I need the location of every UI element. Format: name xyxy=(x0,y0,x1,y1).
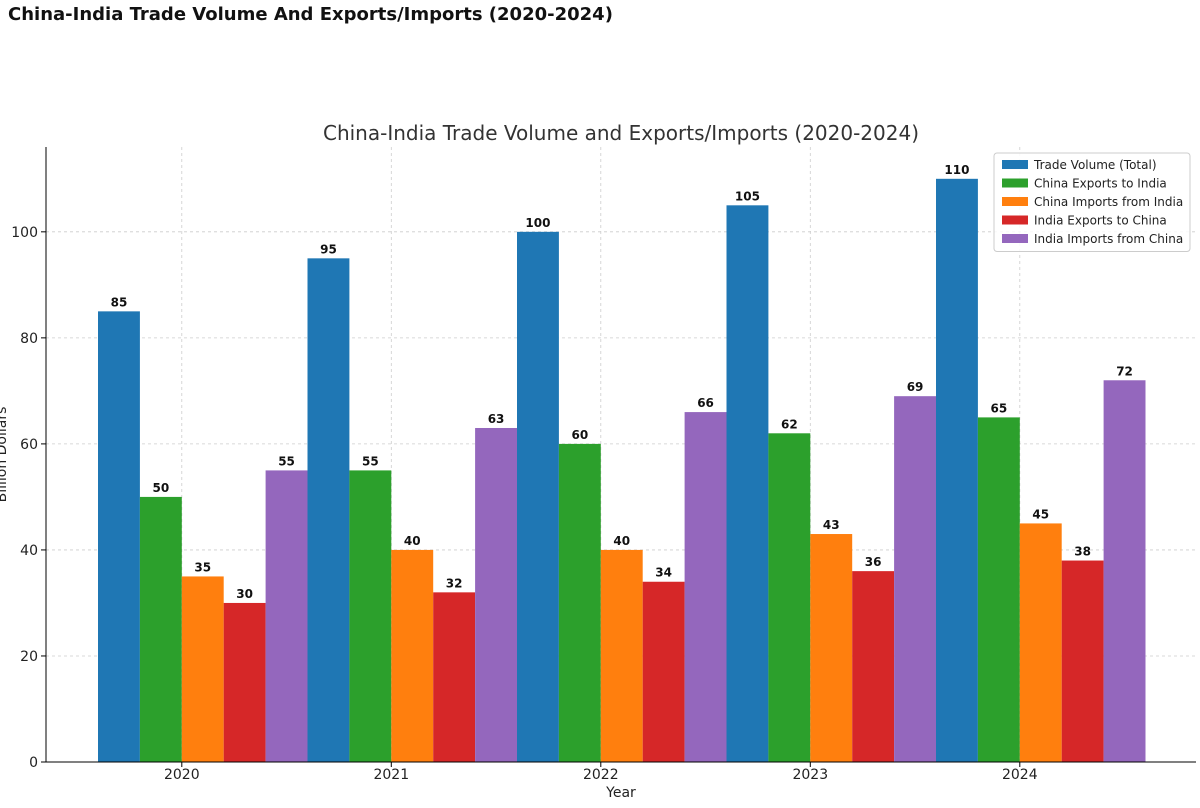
bar xyxy=(139,496,182,762)
bar xyxy=(684,412,727,762)
bar-value-label: 43 xyxy=(823,518,840,532)
bar xyxy=(475,427,517,762)
bar-value-label: 62 xyxy=(781,417,798,431)
legend-label: China Imports from India xyxy=(1034,195,1183,209)
bar xyxy=(558,443,601,762)
bar xyxy=(1103,380,1146,762)
bar xyxy=(349,470,392,762)
bar-value-label: 35 xyxy=(194,560,211,574)
x-tick-label: 2020 xyxy=(164,767,200,783)
bar xyxy=(517,231,559,763)
bar-value-label: 45 xyxy=(1032,507,1049,521)
bar-value-label: 63 xyxy=(488,412,505,426)
legend-label: India Exports to China xyxy=(1034,214,1167,228)
data-labels: 85 95 100 105 110 50 55 60 62 65 35 40 40 43 45 30 32 34 3… xyxy=(111,163,1133,601)
bar-value-label: 55 xyxy=(278,454,295,468)
bar xyxy=(726,205,769,762)
x-axis-title: Year xyxy=(605,785,636,801)
bars xyxy=(98,178,1146,763)
bar-value-label: 36 xyxy=(865,555,882,569)
bar xyxy=(181,576,224,762)
legend-label: India Imports from China xyxy=(1034,232,1183,246)
bar xyxy=(768,433,811,762)
legend-label: Trade Volume (Total) xyxy=(1033,158,1157,172)
legend-swatch xyxy=(1002,197,1028,206)
bar-value-label: 55 xyxy=(362,454,379,468)
bar-value-label: 40 xyxy=(613,534,630,548)
legend-swatch xyxy=(1002,234,1028,243)
bar-value-label: 60 xyxy=(571,428,588,442)
bar xyxy=(223,602,266,762)
axes xyxy=(45,147,1196,763)
bar-value-label: 110 xyxy=(944,163,969,177)
bar xyxy=(600,549,643,762)
legend-label: China Exports to India xyxy=(1034,177,1167,191)
bar-value-label: 95 xyxy=(320,242,337,256)
bar-value-label: 65 xyxy=(990,401,1007,415)
bar-value-label: 66 xyxy=(697,396,714,410)
bar-value-label: 38 xyxy=(1074,545,1091,559)
bar-value-label: 105 xyxy=(735,189,760,203)
y-tick-label: 100 xyxy=(11,225,38,241)
bar-value-label: 69 xyxy=(907,380,924,394)
bar xyxy=(98,311,140,762)
bar xyxy=(265,470,308,762)
bar xyxy=(1019,523,1062,762)
legend-swatch xyxy=(1002,215,1028,225)
bar xyxy=(810,534,853,762)
bar-value-label: 72 xyxy=(1116,364,1133,378)
y-tick-label: 40 xyxy=(20,543,38,559)
bar xyxy=(642,581,685,762)
legend-swatch xyxy=(1002,160,1028,169)
bar-value-label: 30 xyxy=(236,587,253,601)
bar-value-label: 85 xyxy=(111,295,128,309)
bar xyxy=(307,258,350,762)
bar-value-label: 34 xyxy=(655,566,672,580)
bar-value-label: 32 xyxy=(446,576,463,590)
tick-labels: 0 20 40 60 80 100 2020 2021 2022 2023 2024 xyxy=(11,225,1037,783)
bar xyxy=(894,396,936,762)
x-tick-label: 2021 xyxy=(373,767,409,783)
legend: Trade Volume (Total) China Exports to Ind… xyxy=(993,152,1191,252)
bar-value-label: 50 xyxy=(152,481,169,495)
bar xyxy=(433,592,476,762)
y-tick-label: 20 xyxy=(20,649,38,665)
bar xyxy=(391,549,434,762)
bar xyxy=(936,178,978,762)
x-tick-label: 2023 xyxy=(792,767,828,783)
y-tick-label: 0 xyxy=(29,755,38,771)
bar xyxy=(1061,560,1104,762)
bar xyxy=(852,571,895,762)
chart-title: China-India Trade Volume and Exports/Imp… xyxy=(323,121,919,145)
y-tick-label: 60 xyxy=(20,437,38,453)
y-axis-title: Billion Dollars xyxy=(0,407,10,503)
legend-swatch xyxy=(1002,178,1028,188)
legend-box xyxy=(993,152,1191,252)
page-heading: China-India Trade Volume And Exports/Imp… xyxy=(8,4,613,25)
bar-value-label: 100 xyxy=(525,216,550,230)
bar xyxy=(977,417,1020,762)
x-tick-label: 2022 xyxy=(583,767,619,783)
x-tick-label: 2024 xyxy=(1002,767,1038,783)
bar-value-label: 40 xyxy=(404,534,421,548)
y-tick-label: 80 xyxy=(20,331,38,347)
